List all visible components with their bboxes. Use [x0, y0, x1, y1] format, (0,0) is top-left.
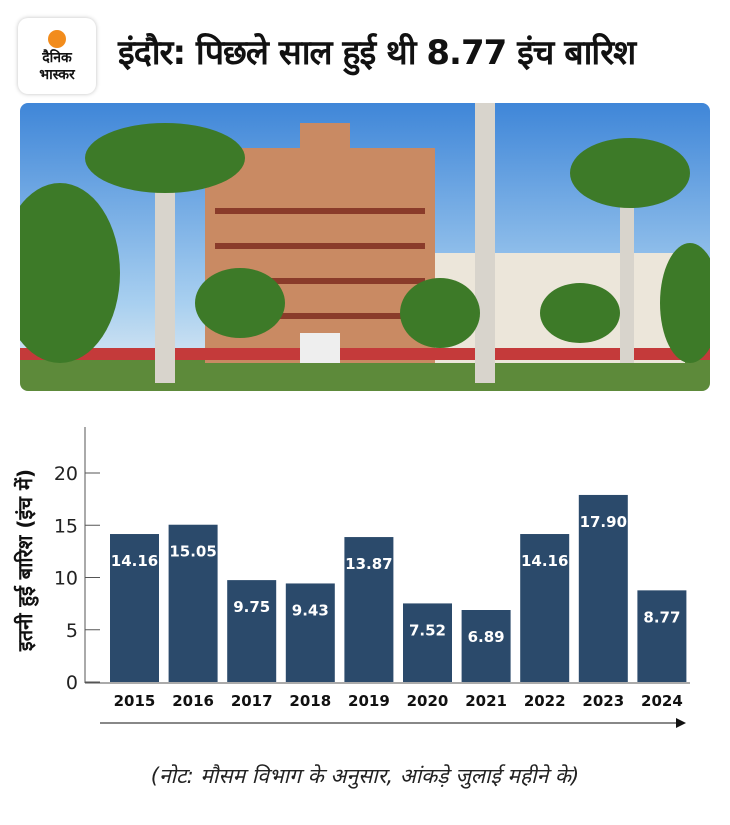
bar-2017 [227, 580, 277, 682]
logo-line2: भास्कर [39, 67, 75, 83]
y-axis-label: इतनी हुई बारिश (इंच में) [13, 469, 39, 652]
bar-2019 [344, 537, 394, 682]
bar-value-label: 17.90 [580, 513, 627, 531]
dainik-bhaskar-logo: दैनिक भास्कर [18, 18, 96, 94]
y-tick-label: 10 [54, 568, 78, 590]
x-tick-label: 2022 [524, 692, 566, 710]
logo-line1: दैनिक [42, 50, 72, 66]
x-tick-label: 2016 [172, 692, 214, 710]
bar-2020 [403, 603, 452, 682]
x-tick-label: 2023 [582, 692, 624, 710]
x-tick-label: 2021 [465, 692, 507, 710]
arrow-head-icon [676, 718, 686, 728]
bar-value-label: 9.43 [292, 601, 329, 619]
bar-2022 [520, 534, 570, 682]
sun-icon [48, 30, 66, 48]
x-tick-label: 2015 [114, 692, 156, 710]
x-tick-label: 2018 [289, 692, 331, 710]
x-tick-label: 2017 [231, 692, 273, 710]
bar-value-label: 6.89 [468, 628, 505, 646]
bar-value-label: 8.77 [643, 608, 680, 626]
y-tick-label: 0 [66, 672, 78, 694]
bar-2016 [168, 524, 218, 682]
y-tick-label: 20 [54, 463, 78, 485]
bar-value-label: 9.75 [233, 598, 270, 616]
bar-2024 [637, 590, 687, 682]
y-tick-label: 15 [54, 515, 78, 537]
bar-value-label: 15.05 [169, 543, 216, 561]
footnote: (नोट: मौसम विभाग के अनुसार, आंकड़े जुलाई… [150, 764, 580, 788]
bar-2023 [578, 494, 628, 682]
y-tick-label: 5 [66, 620, 78, 642]
bar-value-label: 14.16 [521, 552, 568, 570]
x-tick-label: 2024 [641, 692, 683, 710]
bar-2021 [461, 609, 511, 682]
rainfall-bar-chart: इतनी हुई बारिश (इंच में) 0 5 10 15 20 14.16 20… [13, 427, 690, 728]
x-tick-label: 2020 [407, 692, 449, 710]
bar-value-label: 13.87 [345, 555, 392, 573]
bar-value-label: 14.16 [111, 552, 158, 570]
x-tick-label: 2019 [348, 692, 390, 710]
bar-2015 [110, 534, 159, 682]
bar-value-label: 7.52 [409, 621, 446, 639]
headline: इंदौर: पिछले साल हुई थी 8.77 इंच बारिश [118, 33, 636, 73]
rajwada-palace-photo [20, 103, 710, 391]
bar-2018 [285, 583, 335, 682]
